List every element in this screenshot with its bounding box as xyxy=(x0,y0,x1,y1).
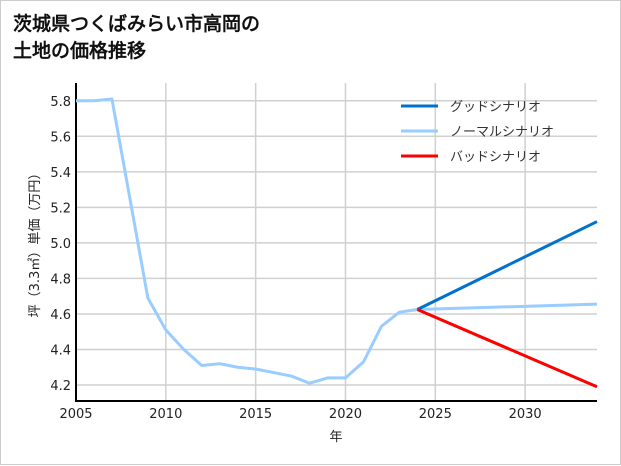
y-tick-label: 4.4 xyxy=(50,343,71,358)
x-tick-label: 2020 xyxy=(329,407,362,422)
x-axis-label: 年 xyxy=(329,430,342,445)
chart-title: 茨城県つくばみらい市高岡の 土地の価格推移 xyxy=(13,11,260,65)
series-line-2 xyxy=(416,308,598,389)
title-line-2: 土地の価格推移 xyxy=(13,40,147,62)
x-tick-label: 2010 xyxy=(149,407,182,422)
legend-label-1: ノーマルシナリオ xyxy=(450,125,554,140)
legend-label-2: バッドシナリオ xyxy=(450,150,541,165)
y-tick-label: 4.8 xyxy=(50,272,71,287)
y-tick-label: 4.6 xyxy=(50,308,71,323)
y-tick-label: 4.2 xyxy=(50,379,71,394)
series-line-0 xyxy=(416,220,598,311)
x-tick-label: 2025 xyxy=(419,407,452,422)
x-tick-label: 2015 xyxy=(239,407,272,422)
x-tick-label: 2030 xyxy=(509,407,542,422)
x-tick-label: 2005 xyxy=(59,407,92,422)
legend-label-0: グッドシナリオ xyxy=(450,100,541,115)
y-tick-label: 5.8 xyxy=(50,95,71,110)
y-tick-label: 5.0 xyxy=(50,237,71,252)
y-axis-label: 坪（3.3㎡）単価（万円） xyxy=(27,167,43,318)
y-tick-label: 5.6 xyxy=(50,130,71,145)
y-tick-label: 5.4 xyxy=(50,166,71,181)
title-line-1: 茨城県つくばみらい市高岡の xyxy=(13,13,261,35)
y-tick-label: 5.2 xyxy=(50,201,71,216)
series-line-1 xyxy=(76,97,598,385)
